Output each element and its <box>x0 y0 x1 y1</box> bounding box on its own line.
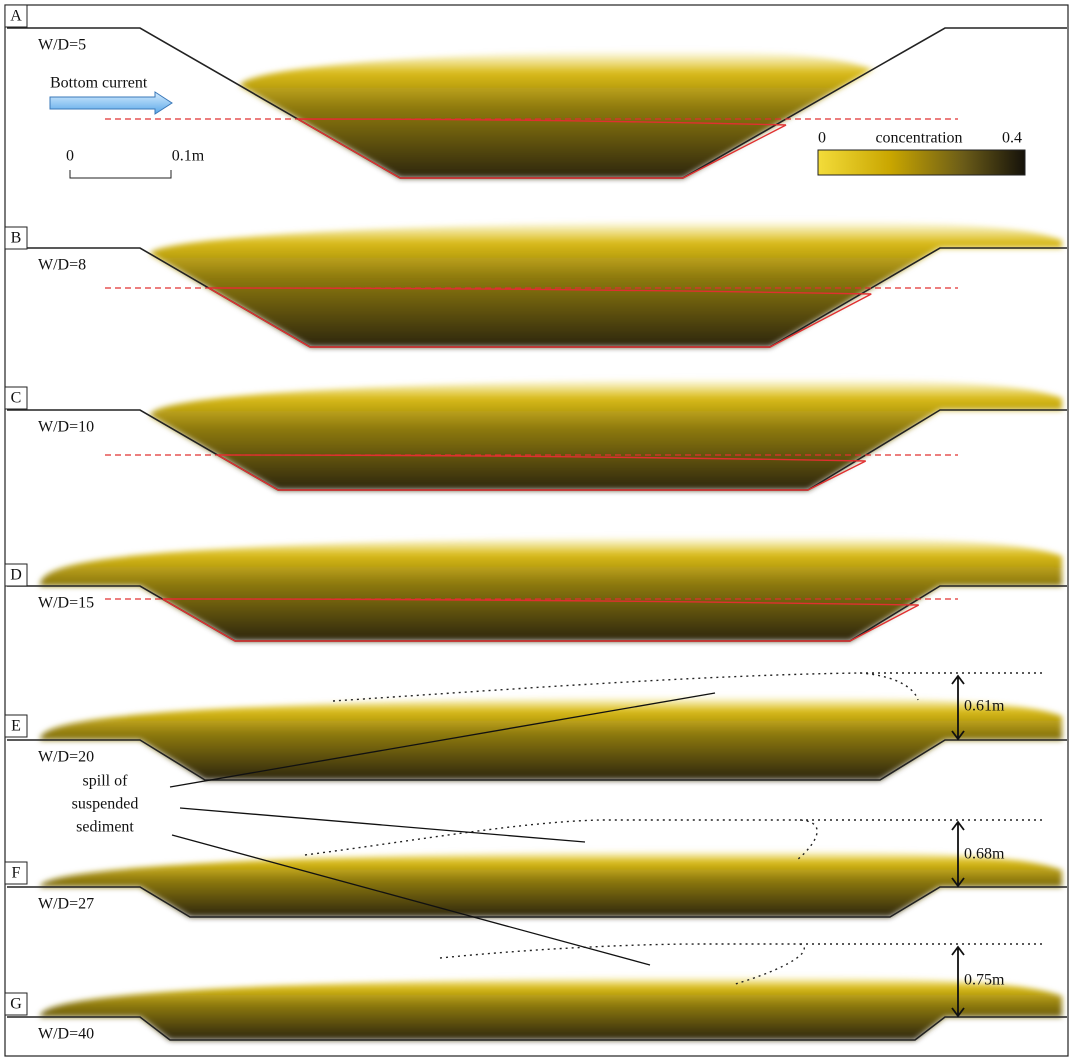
channel-profile <box>7 886 1067 918</box>
channel-profile <box>7 1016 1067 1041</box>
height-arrow <box>951 820 965 888</box>
sediment-cloud <box>40 536 1062 641</box>
panel-letter: F <box>12 865 21 882</box>
overlay: 0.61m 0.68m 0.75m <box>169 672 1045 1018</box>
annotation-line: spill of <box>83 773 129 790</box>
channel-profile <box>7 739 1067 781</box>
leader-line <box>179 807 586 843</box>
leader-line <box>171 834 651 966</box>
panel-letter: D <box>10 567 22 584</box>
panel-letter-box <box>4 386 28 410</box>
wd-label: W/D=10 <box>38 419 94 436</box>
wd-label: W/D=27 <box>38 896 94 913</box>
panel-letter: G <box>10 996 22 1013</box>
colorbar-min: 0 <box>818 130 826 147</box>
panel-letter: A <box>10 8 22 25</box>
wd-label: W/D=8 <box>38 257 86 274</box>
spill-outline <box>304 819 1045 861</box>
scale-min: 0 <box>66 148 74 165</box>
red-outline <box>217 454 867 491</box>
sediment-cloud <box>240 50 875 178</box>
scale-max: 0.1m <box>172 148 205 165</box>
spill-outline <box>332 672 1045 702</box>
annotation-line: suspended <box>72 796 139 813</box>
sediment-cloud <box>40 850 1062 917</box>
panel-letter: C <box>11 390 22 407</box>
red-outline <box>162 598 920 642</box>
leader-line <box>169 692 716 788</box>
frame <box>4 4 1069 1057</box>
annotation-line: sediment <box>76 819 134 836</box>
spill-outline <box>439 943 1045 986</box>
sediment-cloud <box>150 220 1062 347</box>
wd-label: W/D=40 <box>38 1026 94 1043</box>
panel-letter-box <box>4 992 28 1016</box>
wd-label: W/D=5 <box>38 37 86 54</box>
scale-bar <box>69 170 172 179</box>
height-label: 0.75m <box>964 972 1005 989</box>
colorbar <box>817 149 1026 176</box>
arrow-label: Bottom current <box>50 75 148 92</box>
panel-letter-box <box>4 861 28 885</box>
panel-letter-box <box>4 4 28 28</box>
sediment-cloud <box>40 696 1062 780</box>
panel-letter-box <box>4 226 28 250</box>
red-outline <box>297 118 787 179</box>
height-arrow <box>951 945 965 1018</box>
panel-letter-box <box>4 714 28 738</box>
panels: A W/D=5 B W/D=8 C W/D=10 D W/D=15 E W/D=20 F W/D=27… <box>4 4 1067 1043</box>
red-outline <box>208 287 872 348</box>
annotation: spill of suspended sediment <box>72 773 139 836</box>
panel-letter: B <box>11 230 22 247</box>
colorbar-max: 0.4 <box>1002 130 1022 147</box>
height-arrow <box>951 674 965 741</box>
panel-letter: E <box>11 718 21 735</box>
wd-label: W/D=15 <box>38 595 94 612</box>
sediment-cloud <box>150 378 1062 490</box>
height-label: 0.61m <box>964 698 1005 715</box>
panel-letter-box <box>4 563 28 587</box>
sediment-cloud <box>40 976 1062 1040</box>
height-label: 0.68m <box>964 846 1005 863</box>
wd-label: W/D=20 <box>38 749 94 766</box>
colorbar-title: concentration <box>875 130 962 147</box>
current-arrow <box>49 91 173 115</box>
